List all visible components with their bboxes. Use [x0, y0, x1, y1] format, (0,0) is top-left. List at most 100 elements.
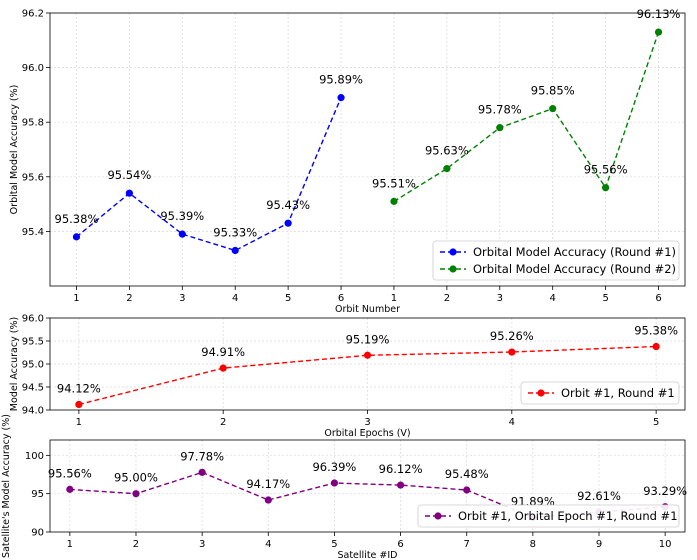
y-tick-label: 96.2 — [22, 9, 44, 20]
x-tick-label: 3 — [497, 293, 503, 304]
data-point — [443, 165, 451, 173]
data-point — [198, 468, 206, 476]
data-point — [178, 230, 186, 238]
data-label: 94.91% — [201, 345, 245, 359]
x-tick-label: 6 — [338, 293, 344, 304]
data-label: 95.38% — [634, 324, 678, 338]
data-point — [264, 496, 272, 504]
data-label: 95.43% — [266, 198, 310, 212]
y-axis-title: Orbital Model Accuracy (%) — [9, 85, 20, 215]
data-label: 95.38% — [55, 212, 99, 226]
legend-entry-label: Orbital Model Accuracy (Round #1) — [473, 245, 676, 259]
data-point — [72, 233, 81, 241]
x-tick-label: 7 — [464, 539, 470, 550]
x-tick-label: 5 — [331, 539, 337, 550]
data-point — [654, 28, 663, 36]
x-axis-title: Satellite #ID — [337, 550, 397, 560]
chart-panel-2: 94.0 94.5 95.0 95.5 96.0 1 2 3 4 5 Orbital Epochs … — [9, 314, 686, 439]
x-tick-label: 2 — [126, 293, 132, 304]
plot-frame — [49, 439, 686, 533]
x-tick-label: 10 — [659, 539, 672, 550]
data-label: 96.13% — [637, 7, 681, 21]
y-tick-label: 94.0 — [22, 406, 44, 417]
legend-marker — [537, 389, 545, 397]
y-tick-label: 95.4 — [22, 227, 44, 238]
data-point — [549, 104, 557, 113]
legend-marker — [449, 265, 457, 273]
y-tick-label: 100 — [25, 451, 44, 462]
data-label: 95.85% — [531, 84, 575, 98]
data-label: 95.89% — [319, 73, 363, 87]
legend: Orbit #1, Orbital Epoch #1, Round #1 — [417, 504, 680, 528]
y-tick-label: 95.5 — [22, 337, 44, 348]
x-tick-label: 4 — [509, 417, 515, 428]
data-label: 95.56% — [48, 466, 92, 480]
legend-entry-label: Orbital Model Accuracy (Round #2) — [473, 262, 676, 276]
data-point — [396, 481, 405, 489]
data-label: 95.63% — [425, 144, 469, 158]
y-tick-label: 95.0 — [22, 360, 44, 371]
legend-entry-label: Orbit #1, Orbital Epoch #1, Round #1 — [458, 509, 678, 523]
x-tick-label: 4 — [265, 539, 271, 550]
x-tick-label: 4 — [232, 293, 238, 304]
data-label: 95.26% — [490, 329, 534, 343]
data-point — [219, 364, 227, 372]
series-line — [393, 31, 660, 202]
legend: Orbital Model Accuracy (Round #1) Orbital… — [432, 240, 680, 281]
x-tick-label: 6 — [397, 539, 403, 550]
data-label: 95.78% — [478, 103, 522, 117]
y-axis-title: Model Accuracy (%) — [9, 317, 20, 411]
y-tick-label: 95 — [31, 489, 44, 500]
data-point — [75, 400, 83, 409]
y-tick-label: 95.6 — [22, 172, 44, 183]
data-point — [337, 94, 345, 102]
series-line — [78, 345, 657, 406]
x-tick-label: 8 — [530, 539, 536, 550]
y-tick-label: 90 — [31, 528, 44, 539]
y-tick-label: 96.0 — [22, 63, 44, 74]
data-point — [330, 479, 339, 487]
y-axis-title: Satellite's Model Accuracy (%) — [1, 414, 12, 558]
data-point — [125, 189, 133, 197]
plot-frame — [49, 12, 686, 287]
x-tick-label: 1 — [76, 417, 82, 428]
series-line — [76, 97, 342, 252]
data-point — [652, 342, 660, 351]
data-point — [363, 351, 372, 359]
x-tick-label: 6 — [655, 293, 661, 304]
legend-marker — [449, 248, 457, 256]
x-tick-label: 5 — [653, 417, 659, 428]
y-tick-label: 96.0 — [22, 314, 44, 325]
data-label: 94.12% — [57, 381, 101, 395]
data-label: 95.00% — [114, 471, 158, 485]
data-point — [66, 485, 74, 493]
data-point — [508, 348, 516, 356]
chart-panel-3: 90 95 100 1 2 3 4 5 6 7 8 9 10 Satellite #ID Satellite… — [1, 414, 687, 560]
data-label: 96.39% — [312, 460, 356, 474]
data-point — [390, 197, 398, 205]
data-label: 95.48% — [445, 467, 489, 481]
x-tick-label: 5 — [602, 293, 608, 304]
data-point — [231, 246, 239, 255]
y-tick-label: 94.5 — [22, 383, 44, 394]
x-tick-label: 4 — [550, 293, 556, 304]
x-axis-title: Orbit Number — [335, 304, 400, 315]
plot-frame — [49, 317, 686, 411]
x-tick-label: 1 — [67, 539, 73, 550]
data-point — [496, 124, 504, 132]
x-tick-label: 2 — [220, 417, 226, 428]
data-point — [132, 490, 140, 498]
data-label: 97.78% — [180, 449, 224, 463]
data-label: 96.12% — [379, 462, 423, 476]
data-point — [602, 184, 610, 192]
x-tick-label: 5 — [285, 293, 291, 304]
legend-entry-label: Orbit #1, Round #1 — [561, 386, 675, 400]
data-label: 95.39% — [160, 209, 204, 223]
legend-box — [520, 381, 680, 405]
x-axis-title: Orbital Epochs (V) — [324, 428, 410, 439]
legend-box — [432, 240, 680, 281]
data-point — [463, 486, 471, 494]
y-tick-label: 95.8 — [22, 118, 44, 129]
